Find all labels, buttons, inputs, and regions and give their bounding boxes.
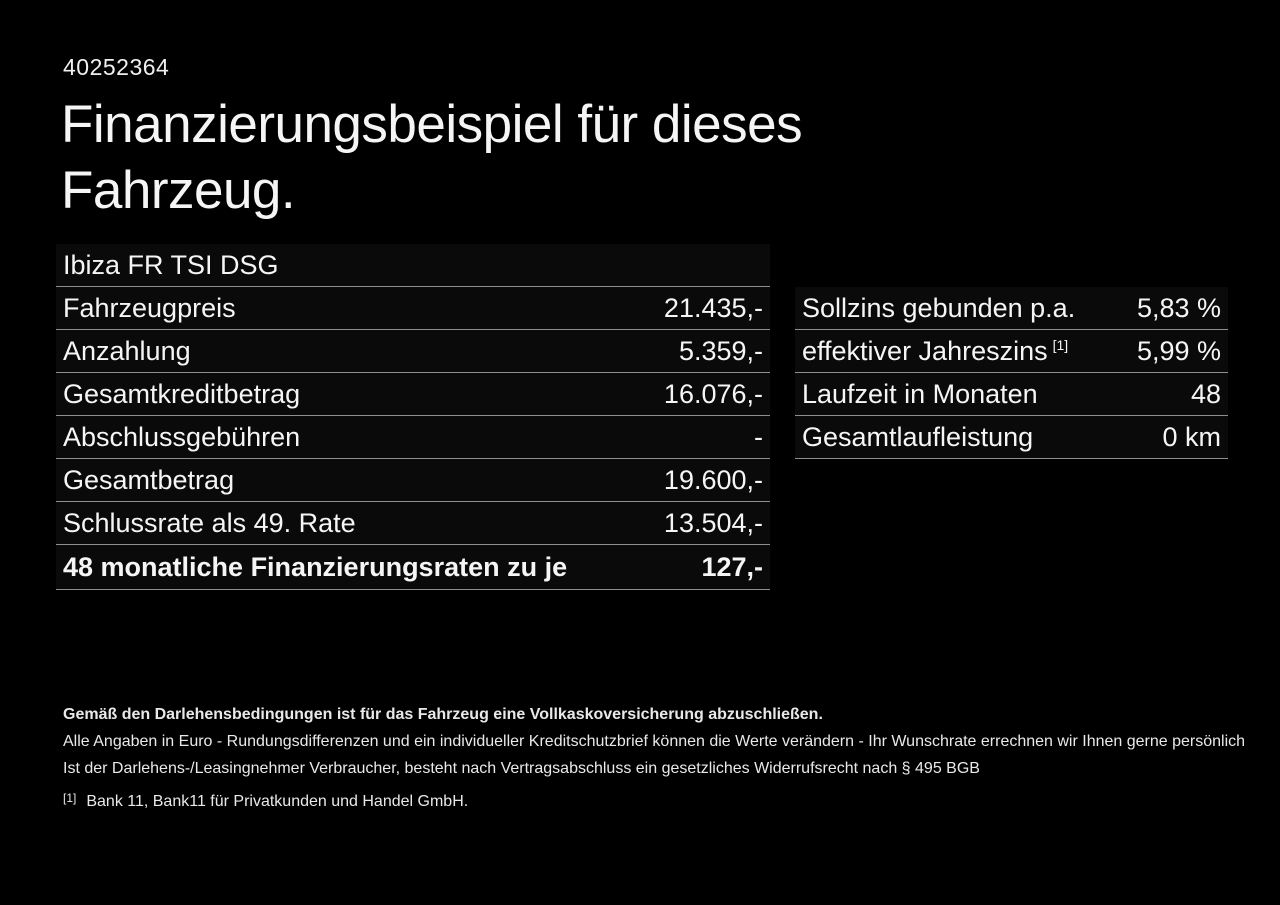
finance-table: Ibiza FR TSI DSG Fahrzeugpreis 21.435,- … xyxy=(56,244,770,590)
table-row-sollzins: Sollzins gebunden p.a. 5,83 % xyxy=(795,287,1228,330)
table-row-gesamtlaufleistung: Gesamtlaufleistung 0 km xyxy=(795,416,1228,459)
row-value: 127,- xyxy=(701,551,763,582)
row-value: 5,99 % xyxy=(1136,335,1221,366)
row-value: 13.504,- xyxy=(663,507,763,538)
model-name: Ibiza FR TSI DSG xyxy=(63,249,279,280)
conditions-table: Sollzins gebunden p.a. 5,83 % effektiver… xyxy=(795,287,1228,459)
page-title: Finanzierungsbeispiel für dieses Fahrzeug… xyxy=(61,92,961,224)
row-label: Fahrzeugpreis xyxy=(63,292,236,323)
table-row-schlussrate: Schlussrate als 49. Rate 13.504,- xyxy=(56,502,770,545)
row-value: 19.600,- xyxy=(663,464,763,495)
disclaimer-insurance-line: Gemäß den Darlehensbedingungen ist für d… xyxy=(63,706,823,723)
row-value: 5.359,- xyxy=(678,335,763,366)
disclaimer-widerruf-line: Ist der Darlehens-/Leasingnehmer Verbrau… xyxy=(63,760,980,777)
row-label: effektiver Jahreszins [1] xyxy=(802,336,1068,367)
row-value: - xyxy=(754,421,763,452)
table-row-gesamtkreditbetrag: Gesamtkreditbetrag 16.076,- xyxy=(56,373,770,416)
row-value: 21.435,- xyxy=(663,292,763,323)
footnote-text: Bank 11, Bank11 für Privatkunden und Han… xyxy=(86,793,469,810)
table-row-gesamtbetrag: Gesamtbetrag 19.600,- xyxy=(56,459,770,502)
row-label: Gesamtlaufleistung xyxy=(802,421,1034,452)
table-row-anzahlung: Anzahlung 5.359,- xyxy=(56,330,770,373)
row-value: 0 km xyxy=(1162,421,1221,452)
disclaimer-euro-line: Alle Angaben in Euro - Rundungsdifferenz… xyxy=(63,733,1246,750)
table-row-laufzeit: Laufzeit in Monaten 48 xyxy=(795,373,1228,416)
model-name-row: Ibiza FR TSI DSG xyxy=(56,244,770,287)
row-value: 16.076,- xyxy=(663,378,763,409)
row-label-text: effektiver Jahreszins xyxy=(802,335,1048,366)
row-label: Abschlussgebühren xyxy=(63,421,301,452)
page-title-line2: Fahrzeug. xyxy=(61,161,296,220)
footnote-marker: [1] xyxy=(63,791,77,805)
row-label: Gesamtkreditbetrag xyxy=(63,378,301,409)
row-label: Gesamtbetrag xyxy=(63,464,235,495)
table-row-effektiver-jahreszins: effektiver Jahreszins [1] 5,99 % xyxy=(795,330,1228,373)
row-label: Sollzins gebunden p.a. xyxy=(802,292,1076,323)
row-value: 5,83 % xyxy=(1136,292,1221,323)
footnote-marker-superscript: [1] xyxy=(1052,336,1069,353)
page-title-line1: Finanzierungsbeispiel für dieses xyxy=(61,95,803,154)
row-label: Laufzeit in Monaten xyxy=(802,378,1038,409)
table-row-abschlussgebuehren: Abschlussgebühren - xyxy=(56,416,770,459)
row-label: Anzahlung xyxy=(63,335,191,366)
row-label: 48 monatliche Finanzierungsraten zu je xyxy=(63,551,568,582)
bank-footnote: [1] Bank 11, Bank11 für Privatkunden und … xyxy=(63,789,1245,811)
disclaimer-block: Gemäß den Darlehensbedingungen ist für d… xyxy=(63,705,1245,819)
table-row-fahrzeugpreis: Fahrzeugpreis 21.435,- xyxy=(56,287,770,330)
table-row-monatsrate: 48 monatliche Finanzierungsraten zu je 1… xyxy=(56,545,770,590)
vehicle-id: 40252364 xyxy=(63,54,170,80)
row-label: Schlussrate als 49. Rate xyxy=(63,507,356,538)
row-value: 48 xyxy=(1190,378,1221,409)
